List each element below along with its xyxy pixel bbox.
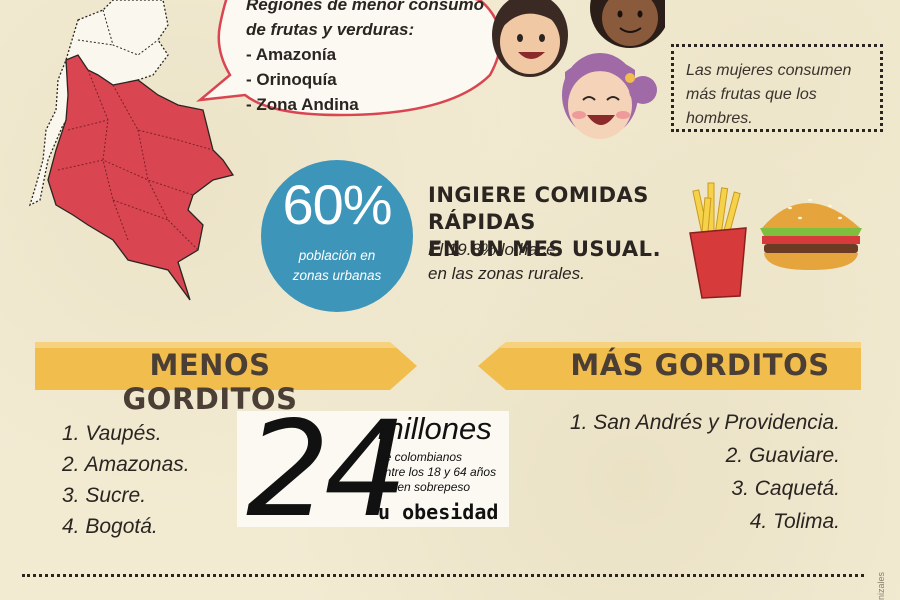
overweight-last: u obesidad (378, 500, 499, 524)
women-note-line: Las mujeres consumen (686, 62, 852, 79)
urban-caption-line: población en (298, 248, 376, 263)
overweight-unit: millones (378, 411, 492, 446)
banner-right (478, 342, 861, 390)
overweight-box (237, 411, 509, 527)
bubble-header-line: Regiones de menor consumo (246, 0, 485, 14)
bubble-item: - Orinoquía (246, 70, 337, 89)
women-note-line: más frutas que los (686, 86, 817, 103)
bottom-divider (22, 574, 864, 577)
overweight-sub-line: de colombianos (378, 450, 463, 464)
list-item: 4. Bogotá. (62, 515, 158, 538)
list-item: 2. Guaviare. (725, 444, 840, 467)
fast-food-illustration (689, 182, 862, 299)
fast-food-title-line: EN UN MES USUAL. (428, 237, 662, 261)
girl-face-icon (562, 53, 657, 139)
burger-icon (760, 198, 862, 270)
more-overweight-list: 1. San Andrés y Providencia. 2. Guaviare… (520, 406, 840, 538)
bubble-item: - Amazonía (246, 45, 337, 64)
list-item: 4. Tolima. (749, 510, 840, 533)
fast-food-title: INGIERE COMIDAS RÁPIDAS EN UN MES USUAL. (428, 182, 688, 263)
women-note-line: hombres. (686, 110, 753, 127)
overweight-sub-line: tienen sobrepeso (378, 480, 471, 494)
bubble-text: Regiones de menor consumo de frutas y ve… (246, 0, 486, 117)
list-item: 1. Vaupés. (62, 422, 162, 445)
fries-icon (689, 182, 747, 299)
fast-food-sub-line: en las zonas rurales. (428, 264, 585, 283)
colombia-map (28, 0, 235, 301)
fast-food-sub-line: El 19.8% lo hace (428, 240, 556, 259)
less-overweight-list: 1. Vaupés. 2. Amazonas. 3. Sucre. 4. Bog… (62, 418, 242, 542)
bubble-item: - Zona Andina (246, 95, 359, 114)
credit-text: nizales (876, 571, 886, 600)
list-item: 3. Caquetá. (731, 477, 840, 500)
urban-percent: 60% (282, 173, 392, 236)
bubble-header-line: de frutas y verduras: (246, 20, 415, 39)
fast-food-title-line: INGIERE COMIDAS RÁPIDAS (428, 183, 649, 234)
list-item: 1. San Andrés y Providencia. (569, 411, 840, 434)
overweight-subtext: de colombianos entre los 18 y 64 años ti… (378, 450, 508, 495)
girl-face-icon (590, 0, 665, 48)
girls-illustration (492, 0, 665, 139)
banner-left (35, 342, 417, 390)
women-note-box: Las mujeres consumen más frutas que los … (671, 44, 883, 132)
list-item: 3. Sucre. (62, 484, 147, 507)
overweight-number: 24 (246, 393, 408, 547)
overweight-sub-line: entre los 18 y 64 años (378, 465, 497, 479)
fast-food-subtitle: El 19.8% lo hace en las zonas rurales. (428, 238, 688, 286)
speech-bubble (196, 0, 502, 117)
girl-face-icon (492, 0, 568, 77)
banner-left-label: MENOS GORDITOS (122, 348, 298, 416)
urban-caption-line: zonas urbanas (292, 268, 382, 283)
banner-right-label: MÁS GORDITOS (570, 348, 830, 382)
urban-caption: población en zonas urbanas (271, 246, 403, 286)
list-item: 2. Amazonas. (62, 453, 190, 476)
urban-percent-circle: 60% población en zonas urbanas (261, 160, 413, 312)
